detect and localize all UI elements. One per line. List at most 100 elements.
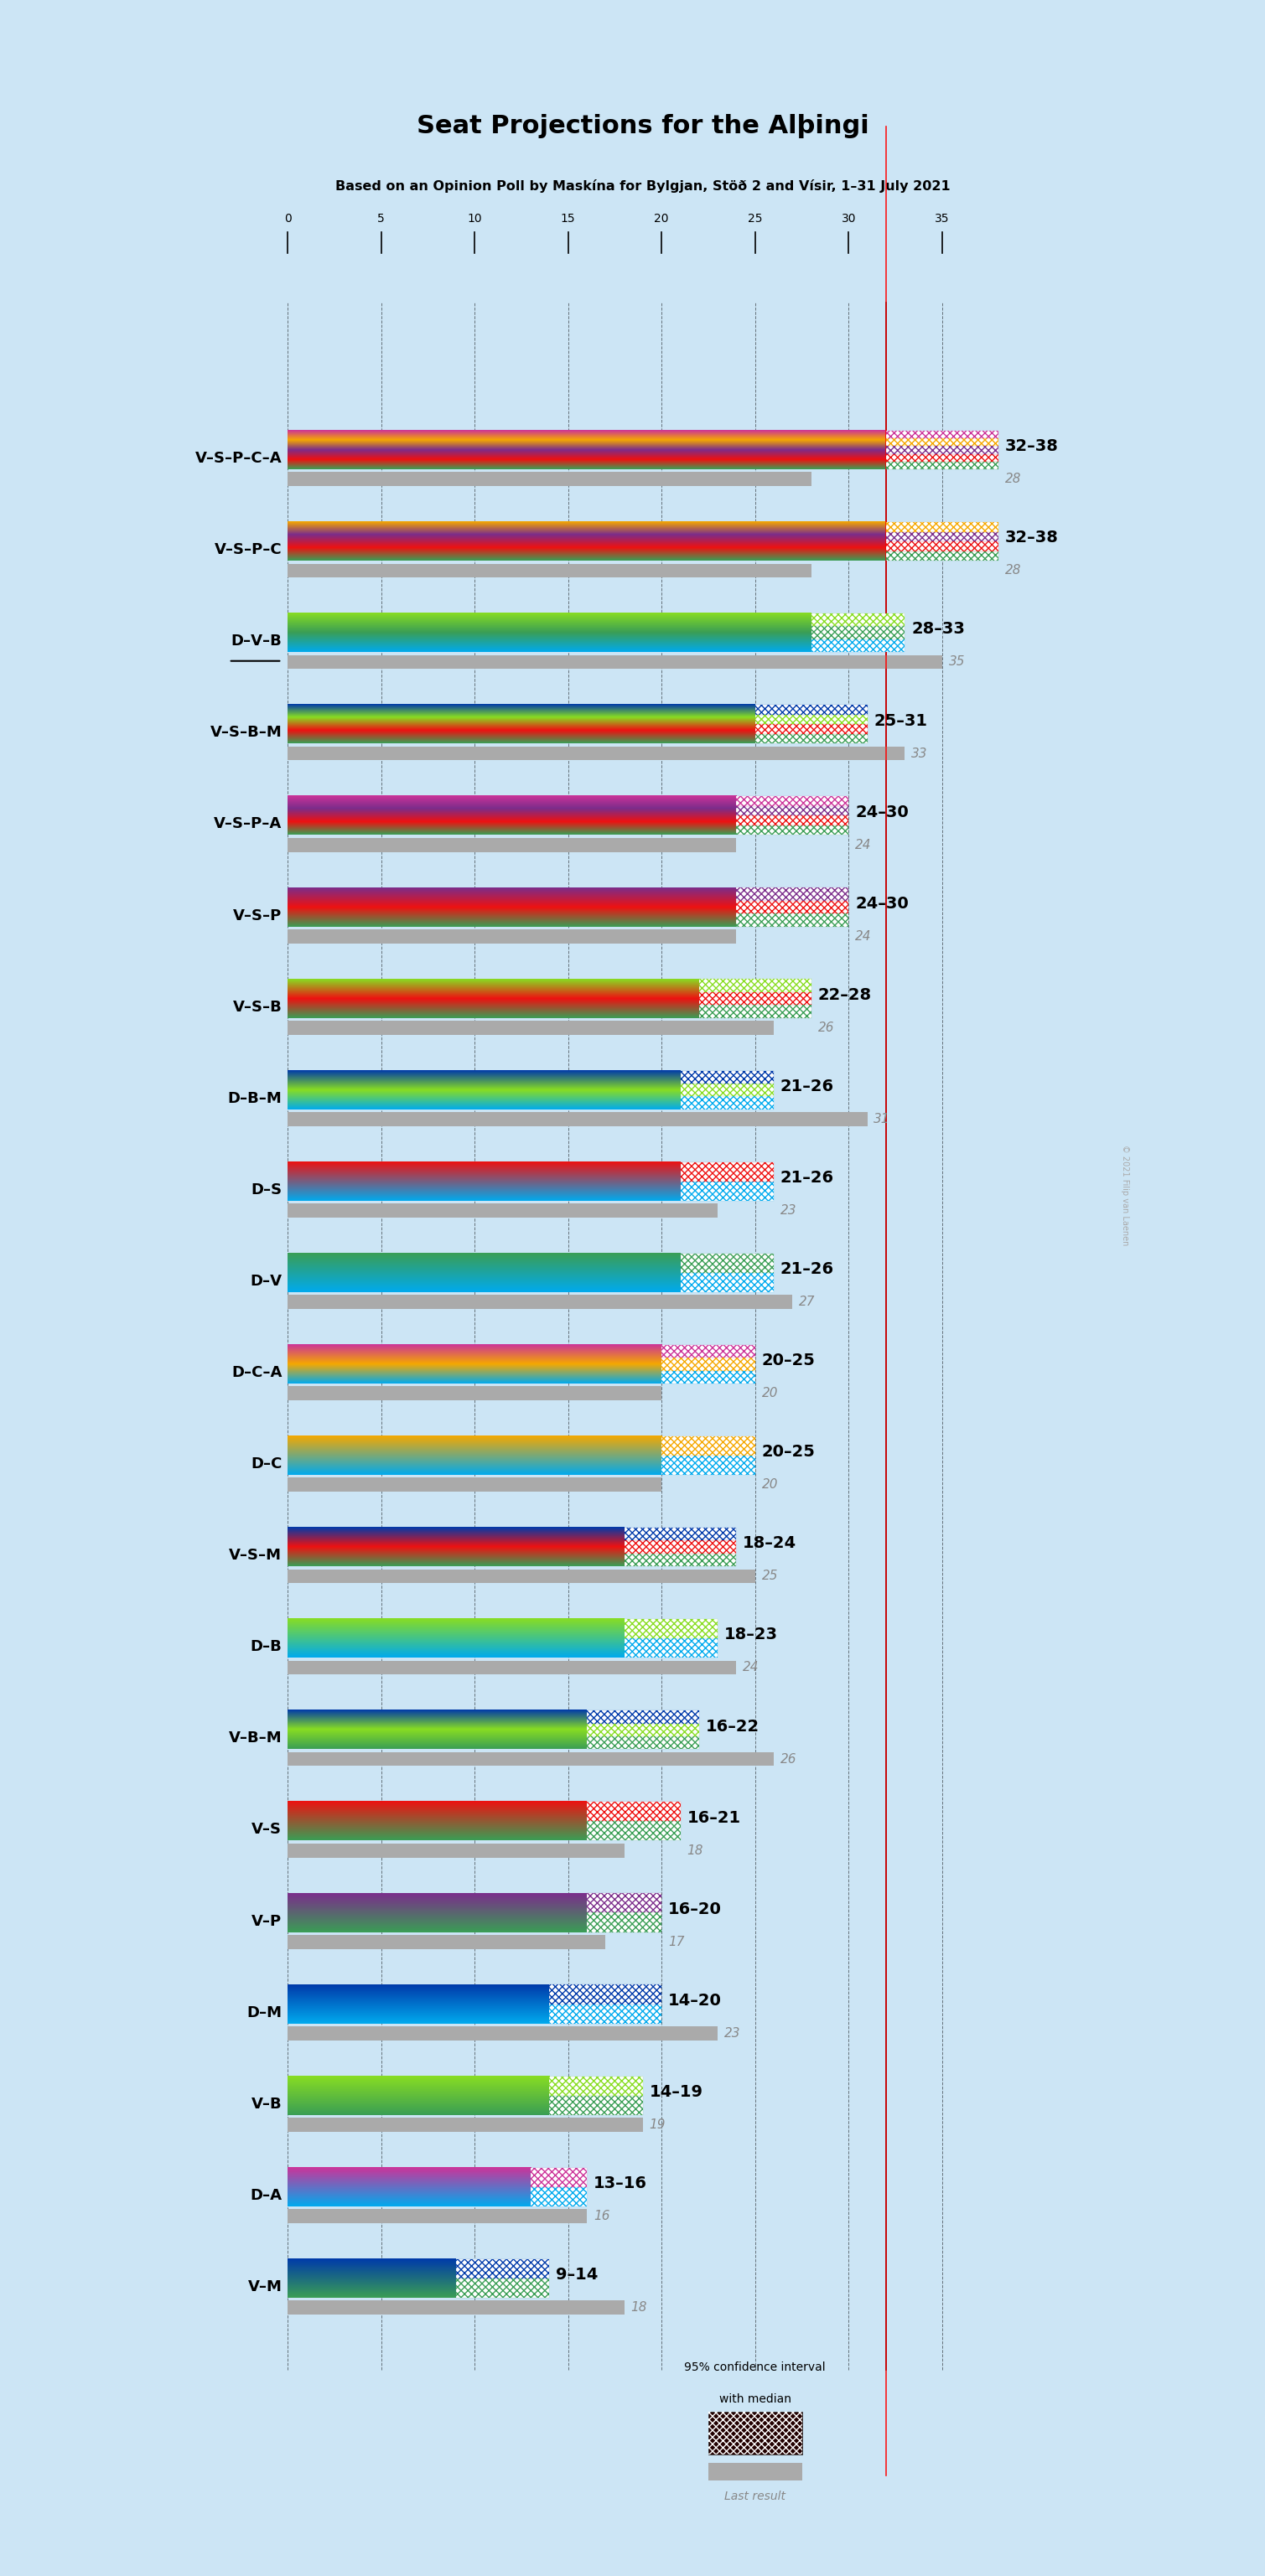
- Text: D–B–M: D–B–M: [228, 1090, 282, 1105]
- Bar: [287, 471, 811, 487]
- Bar: [287, 1296, 792, 1309]
- Bar: [886, 453, 998, 461]
- Bar: [736, 914, 849, 927]
- Text: 5: 5: [377, 214, 385, 224]
- Bar: [662, 1345, 755, 1358]
- Bar: [549, 1984, 662, 2004]
- Text: V–S–P–C–A: V–S–P–C–A: [195, 451, 282, 466]
- Text: 24: 24: [855, 840, 872, 850]
- Text: D–M: D–M: [247, 2004, 282, 2020]
- Bar: [287, 747, 904, 760]
- Text: Based on an Opinion Poll by Maskína for Bylgjan, Stöð 2 and Vísir, 1–31 July 202: Based on an Opinion Poll by Maskína for …: [335, 180, 950, 193]
- Bar: [681, 1072, 774, 1084]
- Bar: [736, 796, 849, 806]
- Bar: [287, 1752, 774, 1767]
- Bar: [624, 1638, 717, 1659]
- Bar: [549, 1984, 662, 2004]
- Bar: [681, 1255, 774, 1273]
- Text: 14–19: 14–19: [649, 2084, 703, 2099]
- Bar: [455, 2277, 549, 2298]
- Bar: [287, 1569, 755, 1584]
- Text: D–A: D–A: [250, 2187, 282, 2202]
- Text: 15: 15: [560, 214, 576, 224]
- Bar: [287, 1479, 662, 1492]
- Bar: [755, 734, 868, 744]
- Bar: [287, 837, 736, 853]
- Bar: [587, 1821, 681, 1842]
- Bar: [287, 564, 811, 577]
- Bar: [736, 824, 849, 835]
- Bar: [755, 724, 868, 734]
- Bar: [886, 523, 998, 531]
- Text: D–S: D–S: [250, 1182, 282, 1198]
- Bar: [662, 1437, 755, 1455]
- Bar: [531, 2187, 587, 2205]
- Bar: [587, 1736, 700, 1749]
- Bar: [587, 1803, 681, 1821]
- Bar: [886, 438, 998, 446]
- Text: V–S–B–M: V–S–B–M: [210, 724, 282, 739]
- Bar: [886, 446, 998, 453]
- Bar: [886, 430, 998, 438]
- Bar: [624, 1540, 736, 1553]
- Bar: [886, 523, 998, 531]
- Bar: [287, 2300, 624, 2316]
- Bar: [700, 1005, 811, 1018]
- Bar: [700, 992, 811, 1005]
- Text: 17: 17: [668, 1935, 684, 1947]
- Bar: [708, 2411, 802, 2455]
- Text: 35: 35: [949, 657, 965, 667]
- Text: 20: 20: [762, 1386, 778, 1399]
- Text: V–S–P–C: V–S–P–C: [214, 544, 282, 556]
- Text: 20: 20: [654, 214, 669, 224]
- Bar: [287, 1113, 868, 1126]
- Bar: [531, 2166, 587, 2187]
- Text: V–B–M: V–B–M: [229, 1731, 282, 1747]
- Bar: [624, 1553, 736, 1566]
- Bar: [662, 1370, 755, 1383]
- Text: 21–26: 21–26: [781, 1079, 834, 1095]
- Text: 21–26: 21–26: [781, 1170, 834, 1185]
- Bar: [587, 1893, 662, 1911]
- Bar: [287, 654, 942, 670]
- Text: V–S: V–S: [252, 1821, 282, 1837]
- Bar: [736, 817, 849, 824]
- Bar: [549, 2094, 643, 2115]
- Bar: [681, 1084, 774, 1097]
- Bar: [455, 2277, 549, 2298]
- Text: © 2021 Filip van Laenen: © 2021 Filip van Laenen: [1121, 1144, 1130, 1247]
- Bar: [681, 1255, 774, 1273]
- Bar: [736, 824, 849, 835]
- Text: 23: 23: [725, 2027, 740, 2040]
- Text: V–B: V–B: [252, 2097, 282, 2112]
- Bar: [287, 1203, 717, 1218]
- Bar: [700, 979, 811, 992]
- Text: 32–38: 32–38: [1004, 438, 1059, 453]
- Bar: [736, 796, 849, 806]
- Bar: [662, 1370, 755, 1383]
- Bar: [736, 806, 849, 817]
- Text: 18: 18: [631, 2300, 648, 2313]
- Text: 9–14: 9–14: [555, 2267, 598, 2282]
- Bar: [587, 1911, 662, 1932]
- Bar: [549, 2076, 643, 2094]
- Bar: [662, 1345, 755, 1358]
- Text: V–S–P–A: V–S–P–A: [214, 817, 282, 832]
- Bar: [587, 1723, 700, 1736]
- Text: 28: 28: [1004, 474, 1021, 484]
- Text: V–S–B: V–S–B: [233, 999, 282, 1015]
- Bar: [287, 1662, 736, 1674]
- Bar: [587, 1803, 681, 1821]
- Text: 25–31: 25–31: [874, 714, 927, 729]
- Bar: [681, 1182, 774, 1200]
- Bar: [455, 2259, 549, 2277]
- Bar: [736, 806, 849, 817]
- Bar: [736, 817, 849, 824]
- Bar: [681, 1072, 774, 1084]
- Bar: [549, 2076, 643, 2094]
- Bar: [531, 2166, 587, 2187]
- Text: 32–38: 32–38: [1004, 531, 1059, 546]
- Bar: [886, 461, 998, 469]
- Bar: [587, 1723, 700, 1736]
- Bar: [886, 453, 998, 461]
